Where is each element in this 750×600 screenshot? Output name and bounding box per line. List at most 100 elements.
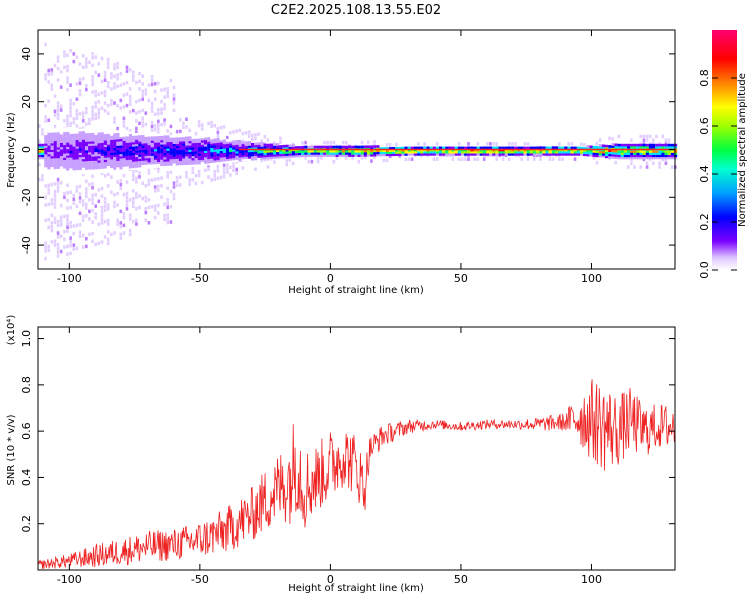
spectrogram-cell [210, 141, 214, 144]
spectrogram-cell [157, 155, 161, 158]
spectrogram-cell [88, 149, 92, 153]
spectrogram-cell [53, 147, 57, 150]
spectrogram-cell [244, 145, 248, 149]
spectrogram-cell [88, 128, 92, 131]
spectrogram-cell [204, 146, 208, 149]
spectrogram-cell [169, 156, 173, 160]
spectrogram-cell [451, 157, 455, 161]
spectrogram-cell [94, 160, 98, 163]
spectrogram-cell [69, 157, 73, 160]
spectrogram-cell [213, 138, 217, 142]
spectrogram-cell [59, 144, 64, 148]
spectrogram-cell [72, 193, 76, 198]
spectrogram-cell [439, 150, 443, 154]
spectrogram-cell [291, 144, 295, 147]
spectrogram-cell [94, 193, 97, 197]
spectrogram-cell [539, 146, 543, 150]
spectrogram-cell [97, 162, 101, 165]
spectrogram-cell [128, 198, 132, 202]
spectrogram-cell [636, 154, 640, 158]
spectrogram-cell [169, 158, 173, 162]
spectrogram-cell [382, 151, 386, 155]
spectrogram-cell [81, 139, 86, 142]
spectrogram-cell [166, 213, 169, 217]
spectrogram-cell [304, 150, 308, 153]
spectrogram-cell [357, 152, 361, 155]
spectrogram-cell [266, 150, 270, 153]
spectrogram-cell [172, 150, 176, 153]
spectrogram-cell [122, 105, 126, 109]
spectrogram-cell [442, 150, 446, 154]
spectrogram-cell [617, 152, 621, 155]
spectrogram-cell [132, 150, 136, 154]
spectrogram-cell [642, 154, 646, 158]
snr-x-tick-label: -100 [57, 573, 82, 586]
spectrogram-cell [110, 163, 114, 166]
spectrogram-cell [166, 163, 170, 166]
spectrogram-cell [41, 132, 44, 136]
spectrogram-y-tick-label: 20 [20, 95, 33, 109]
spectrogram-cell [66, 172, 70, 175]
spectrogram-cell [407, 157, 411, 161]
spectrogram-cell [341, 150, 346, 153]
spectrogram-cell [103, 70, 107, 75]
spectrogram-cell [72, 150, 76, 154]
spectrogram-cell [457, 150, 461, 154]
spectrogram-cell [56, 157, 60, 161]
spectrogram-cell [235, 159, 239, 163]
spectrogram-cell [157, 112, 160, 116]
spectrogram-cell [360, 156, 364, 160]
spectrogram-cell [232, 160, 235, 165]
spectrogram-cell [144, 218, 148, 222]
spectrogram-cell [163, 87, 166, 92]
spectrogram-cell [194, 151, 198, 154]
spectrogram-cell [132, 204, 135, 208]
spectrogram-cell [153, 82, 157, 86]
spectrogram-cell [345, 140, 348, 145]
spectrogram-cell [363, 154, 367, 157]
spectrogram-cell [147, 157, 151, 161]
spectrogram-cell [467, 146, 471, 150]
spectrogram-cell [554, 153, 559, 156]
spectrogram-cell [132, 70, 135, 75]
spectrogram-cell [495, 157, 498, 161]
spectrogram-cell [66, 153, 70, 156]
spectrogram-cell [166, 146, 170, 149]
spectrogram-cell [301, 152, 305, 155]
spectrogram-cell [207, 158, 211, 162]
spectrogram-cell [457, 153, 461, 156]
spectrogram-cell [116, 147, 120, 151]
spectrogram-cell [147, 182, 151, 187]
spectrogram-cell [282, 155, 286, 159]
spectrogram-cell [269, 156, 273, 159]
spectrogram-cell [269, 152, 273, 155]
spectrogram-cell [128, 102, 132, 106]
spectrogram-cell [655, 145, 659, 149]
spectrogram-cell [97, 222, 101, 226]
spectrogram-cell [56, 105, 60, 109]
spectrogram-cell [298, 152, 302, 156]
spectrogram-cell [655, 156, 659, 160]
spectrogram-cell [97, 140, 101, 144]
spectrogram-cell [141, 158, 145, 161]
spectrogram-cell [63, 237, 66, 242]
spectrogram-cell [507, 153, 512, 156]
spectrogram-cell [188, 160, 192, 163]
spectrogram-cell [59, 219, 63, 223]
spectrogram-cell [125, 161, 129, 165]
spectrogram-cell [630, 161, 633, 165]
spectrogram-cell [191, 178, 195, 182]
spectrogram-cell [398, 146, 402, 150]
spectrogram-cell [188, 164, 192, 167]
spectrogram-cell [106, 65, 110, 70]
spectrogram-cell [482, 146, 487, 150]
spectrogram-cell [78, 137, 82, 140]
spectrogram-cell [125, 140, 129, 143]
spectrogram-cell [204, 161, 208, 164]
spectrogram-cell [598, 154, 602, 158]
spectrogram-cell [56, 138, 60, 141]
spectrogram-cell [47, 138, 51, 142]
spectrogram-cell [658, 145, 662, 149]
spectrogram-cell [94, 158, 98, 161]
spectrogram-cell [88, 158, 92, 161]
